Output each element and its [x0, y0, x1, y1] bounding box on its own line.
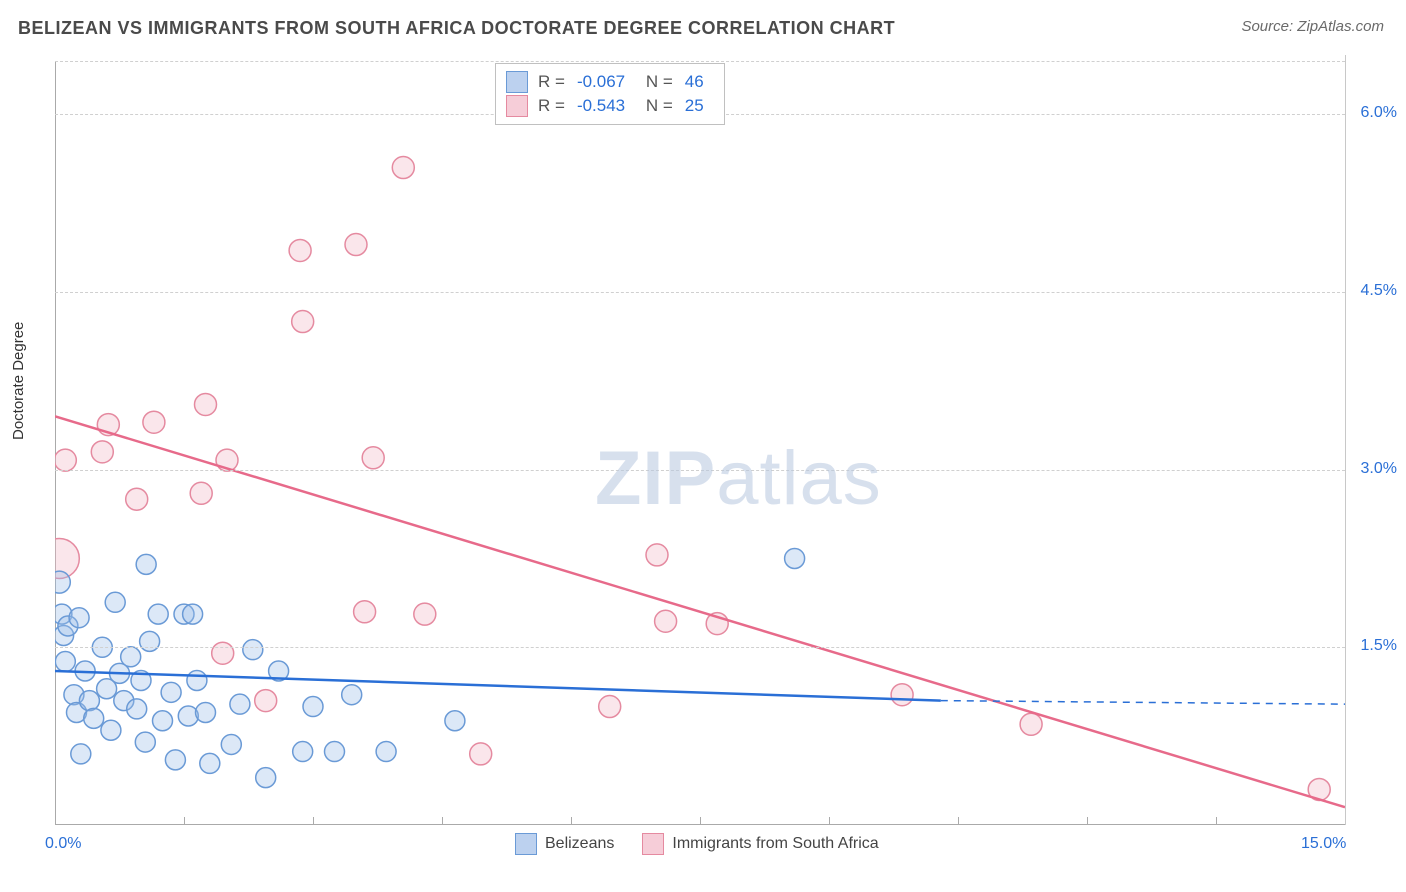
- scatter-point: [135, 732, 155, 752]
- scatter-point: [183, 604, 203, 624]
- legend-swatch-pink: [642, 833, 664, 855]
- scatter-point: [69, 608, 89, 628]
- scatter-point: [190, 482, 212, 504]
- legend-item-blue: Belizeans: [515, 833, 614, 855]
- legend-item-pink: Immigrants from South Africa: [642, 833, 878, 855]
- x-tick-mark: [313, 817, 314, 825]
- x-tick-mark: [184, 817, 185, 825]
- scatter-point: [212, 642, 234, 664]
- scatter-point: [345, 234, 367, 256]
- y-tick-label: 6.0%: [1349, 104, 1397, 122]
- plot-area: ZIPatlas R = -0.067 N = 46 R = -0.543 N …: [55, 55, 1346, 825]
- scatter-point: [599, 696, 621, 718]
- scatter-point: [256, 768, 276, 788]
- scatter-point: [646, 544, 668, 566]
- x-tick-mark: [700, 817, 701, 825]
- legend-n-label: N =: [641, 94, 673, 118]
- gridline: [55, 292, 1345, 293]
- scatter-point: [1020, 713, 1042, 735]
- scatter-point: [414, 603, 436, 625]
- legend-r-value-pink: -0.543: [577, 94, 625, 118]
- chart-title: BELIZEAN VS IMMIGRANTS FROM SOUTH AFRICA…: [18, 18, 895, 39]
- scatter-point: [136, 554, 156, 574]
- scatter-point: [293, 742, 313, 762]
- watermark: ZIPatlas: [595, 435, 882, 522]
- gridline: [55, 61, 1345, 62]
- legend-n-value-blue: 46: [685, 70, 704, 94]
- scatter-point: [195, 393, 217, 415]
- scatter-point: [178, 706, 198, 726]
- scatter-point: [292, 311, 314, 333]
- scatter-point: [71, 744, 91, 764]
- scatter-point: [101, 720, 121, 740]
- legend-r-value-blue: -0.067: [577, 70, 625, 94]
- scatter-point: [362, 447, 384, 469]
- legend-label-pink: Immigrants from South Africa: [672, 835, 878, 853]
- legend-stats-row-pink: R = -0.543 N = 25: [506, 94, 710, 118]
- scatter-point: [255, 690, 277, 712]
- gridline: [55, 647, 1345, 648]
- scatter-point: [187, 670, 207, 690]
- legend-swatch-blue: [515, 833, 537, 855]
- scatter-point: [79, 691, 99, 711]
- scatter-point: [105, 592, 125, 612]
- scatter-point: [126, 488, 148, 510]
- scatter-point: [342, 685, 362, 705]
- legend-n-value-pink: 25: [685, 94, 704, 118]
- x-tick-mark: [958, 817, 959, 825]
- scatter-point: [140, 631, 160, 651]
- scatter-point: [148, 604, 168, 624]
- scatter-point: [55, 652, 75, 672]
- scatter-point: [325, 742, 345, 762]
- source-credit: Source: ZipAtlas.com: [1241, 18, 1384, 35]
- legend-swatch-pink: [506, 95, 528, 117]
- scatter-point: [84, 708, 104, 728]
- watermark-zip: ZIP: [595, 436, 716, 521]
- scatter-point: [785, 548, 805, 568]
- x-tick-mark: [829, 817, 830, 825]
- legend-stats: R = -0.067 N = 46 R = -0.543 N = 25: [495, 63, 725, 125]
- y-axis-label: Doctorate Degree: [10, 322, 27, 440]
- scatter-point: [165, 750, 185, 770]
- scatter-point: [200, 753, 220, 773]
- scatter-point: [153, 711, 173, 731]
- y-tick-label: 3.0%: [1349, 460, 1397, 478]
- scatter-point: [392, 157, 414, 179]
- scatter-point: [55, 449, 76, 471]
- scatter-point: [445, 711, 465, 731]
- scatter-point: [127, 699, 147, 719]
- watermark-atlas: atlas: [716, 436, 882, 521]
- scatter-point: [161, 682, 181, 702]
- x-tick-mark: [1216, 817, 1217, 825]
- scatter-point: [354, 601, 376, 623]
- legend-r-label: R =: [538, 70, 565, 94]
- legend-label-blue: Belizeans: [545, 835, 614, 853]
- scatter-point: [376, 742, 396, 762]
- x-tick-label: 15.0%: [1301, 835, 1346, 853]
- y-tick-label: 4.5%: [1349, 282, 1397, 300]
- scatter-point: [289, 239, 311, 261]
- x-tick-label: 0.0%: [45, 835, 81, 853]
- legend-n-label: N =: [641, 70, 673, 94]
- scatter-point: [55, 571, 70, 593]
- scatter-point: [196, 702, 216, 722]
- legend-r-label: R =: [538, 94, 565, 118]
- legend-swatch-blue: [506, 71, 528, 93]
- scatter-point: [470, 743, 492, 765]
- scatter-point: [121, 647, 141, 667]
- scatter-point: [303, 697, 323, 717]
- x-tick-mark: [442, 817, 443, 825]
- y-tick-label: 1.5%: [1349, 637, 1397, 655]
- scatter-point: [91, 441, 113, 463]
- scatter-point: [230, 694, 250, 714]
- scatter-point: [243, 640, 263, 660]
- scatter-point: [891, 684, 913, 706]
- x-tick-mark: [571, 817, 572, 825]
- scatter-point: [655, 610, 677, 632]
- x-tick-mark: [1087, 817, 1088, 825]
- scatter-point: [221, 734, 241, 754]
- scatter-point: [143, 411, 165, 433]
- legend-series: Belizeans Immigrants from South Africa: [515, 833, 879, 855]
- legend-stats-row-blue: R = -0.067 N = 46: [506, 70, 710, 94]
